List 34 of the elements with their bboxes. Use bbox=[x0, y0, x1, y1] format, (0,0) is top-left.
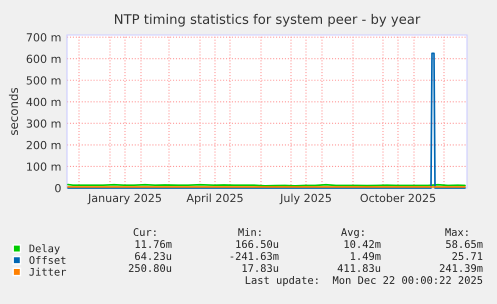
text: 10.42m bbox=[344, 240, 381, 248]
legend-label: Jitter bbox=[29, 268, 66, 276]
text: 250.80u bbox=[128, 264, 172, 272]
text: 64.23u bbox=[135, 252, 172, 260]
text: 11.76m bbox=[136, 240, 172, 248]
y-tick-label: 300 m bbox=[26, 119, 60, 128]
text: 241.39m bbox=[440, 264, 483, 272]
text: Max: bbox=[445, 228, 468, 236]
legend-label: Offset bbox=[29, 256, 66, 264]
y-tick-label: 0 bbox=[55, 184, 61, 192]
text: 58.65m bbox=[446, 240, 483, 248]
y-tick-label: 600 m bbox=[26, 54, 60, 64]
y-tick-label: 700 m bbox=[26, 33, 60, 42]
x-tick-label: July 2025 bbox=[280, 194, 331, 204]
y-tick-label: 500 m bbox=[26, 76, 60, 85]
x-tick-label: October 2025 bbox=[360, 194, 436, 202]
y-tick-label: 400 m bbox=[26, 98, 60, 106]
text: -241.63m bbox=[230, 252, 279, 260]
chart-title: NTP timing statistics for system peer - by year bbox=[114, 14, 420, 27]
legend-label: Delay bbox=[30, 244, 60, 254]
text: Last update: Mon Dec 22 00:00:22 2025 bbox=[246, 276, 482, 286]
text: 17.83u bbox=[242, 264, 278, 272]
x-tick-label: January 2025 bbox=[87, 194, 161, 204]
text: Avg: bbox=[341, 228, 364, 238]
text: 166.50u bbox=[236, 240, 278, 248]
text: Cur: bbox=[134, 228, 156, 236]
text: 411.83u bbox=[338, 264, 380, 272]
text: 25.71 bbox=[452, 252, 482, 260]
x-tick-label: April 2025 bbox=[186, 194, 243, 204]
text: 1.49m bbox=[350, 252, 381, 260]
text: Min: bbox=[238, 228, 260, 236]
y-tick-label: 200 m bbox=[26, 140, 60, 150]
y-tick-label: 100 m bbox=[27, 162, 60, 171]
y-axis-title: seconds bbox=[8, 88, 18, 135]
